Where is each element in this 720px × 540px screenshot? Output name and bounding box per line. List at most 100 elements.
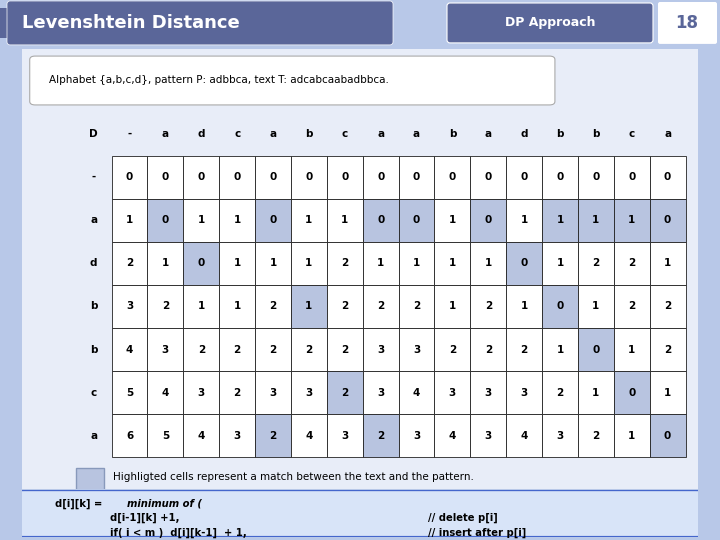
Text: 2: 2 — [233, 345, 240, 355]
Text: a: a — [377, 129, 384, 139]
Text: 0: 0 — [413, 215, 420, 225]
Bar — [506, 285, 542, 328]
Bar — [542, 199, 578, 242]
Text: 1: 1 — [449, 301, 456, 312]
Text: 3: 3 — [162, 345, 169, 355]
Bar — [613, 242, 649, 285]
Text: a: a — [90, 215, 97, 225]
Text: 3: 3 — [485, 388, 492, 398]
Text: 3: 3 — [521, 388, 528, 398]
Text: 3: 3 — [413, 431, 420, 441]
Bar — [613, 371, 649, 414]
Text: 2: 2 — [521, 345, 528, 355]
Text: Levenshtein Distance: Levenshtein Distance — [22, 14, 240, 32]
Bar — [327, 156, 363, 199]
Text: 2: 2 — [341, 345, 348, 355]
Text: a: a — [90, 431, 97, 441]
Bar — [470, 199, 506, 242]
Text: 2: 2 — [269, 345, 276, 355]
Bar — [184, 242, 219, 285]
Text: b: b — [557, 129, 564, 139]
Bar — [219, 199, 255, 242]
Bar — [399, 156, 434, 199]
Bar — [148, 199, 184, 242]
Bar — [184, 199, 219, 242]
Text: 3: 3 — [485, 431, 492, 441]
Bar — [112, 156, 148, 199]
Text: c: c — [629, 129, 635, 139]
Bar — [112, 371, 148, 414]
Bar — [578, 328, 613, 371]
Text: 2: 2 — [377, 301, 384, 312]
Text: 1: 1 — [593, 301, 600, 312]
Bar — [399, 414, 434, 457]
Text: 1: 1 — [485, 258, 492, 268]
Bar — [506, 328, 542, 371]
Bar — [255, 371, 291, 414]
Bar — [219, 242, 255, 285]
Text: 3: 3 — [198, 388, 205, 398]
Text: d[i-1][k] +1,: d[i-1][k] +1, — [109, 512, 179, 523]
Text: 1: 1 — [449, 215, 456, 225]
Bar — [327, 414, 363, 457]
Text: 2: 2 — [593, 258, 600, 268]
Text: b: b — [90, 345, 97, 355]
FancyBboxPatch shape — [7, 1, 393, 45]
FancyBboxPatch shape — [30, 56, 555, 105]
Text: 2: 2 — [557, 388, 564, 398]
Text: 2: 2 — [305, 345, 312, 355]
Text: 0: 0 — [377, 172, 384, 182]
Text: 0: 0 — [628, 388, 635, 398]
FancyBboxPatch shape — [12, 490, 708, 537]
Text: 2: 2 — [377, 431, 384, 441]
Text: 2: 2 — [413, 301, 420, 312]
Text: 5: 5 — [126, 388, 133, 398]
Bar — [649, 199, 685, 242]
Text: Highligted cells represent a match between the text and the pattern.: Highligted cells represent a match betwe… — [113, 472, 474, 482]
Bar — [542, 328, 578, 371]
Bar — [112, 285, 148, 328]
Text: a: a — [664, 129, 671, 139]
Text: 1: 1 — [198, 301, 205, 312]
Text: 2: 2 — [485, 301, 492, 312]
Bar — [399, 285, 434, 328]
Text: 4: 4 — [126, 345, 133, 355]
FancyBboxPatch shape — [15, 44, 705, 493]
Text: 2: 2 — [233, 388, 240, 398]
Bar — [291, 199, 327, 242]
Text: 2: 2 — [485, 345, 492, 355]
Bar — [434, 242, 470, 285]
Bar — [363, 242, 399, 285]
Text: 2: 2 — [593, 431, 600, 441]
Text: 1: 1 — [521, 215, 528, 225]
Bar — [470, 285, 506, 328]
Text: 3: 3 — [233, 431, 240, 441]
Text: 2: 2 — [628, 258, 635, 268]
Bar — [291, 242, 327, 285]
Text: 3: 3 — [305, 388, 312, 398]
Text: 0: 0 — [485, 215, 492, 225]
Text: 2: 2 — [664, 301, 671, 312]
Text: d: d — [197, 129, 205, 139]
Text: 1: 1 — [664, 388, 671, 398]
Bar — [255, 328, 291, 371]
Bar — [327, 328, 363, 371]
Text: 3: 3 — [413, 345, 420, 355]
Text: 1: 1 — [449, 258, 456, 268]
Text: 1: 1 — [341, 215, 348, 225]
Text: 4: 4 — [521, 431, 528, 441]
Bar — [255, 199, 291, 242]
Bar — [219, 414, 255, 457]
Bar — [578, 414, 613, 457]
Text: 1: 1 — [593, 215, 600, 225]
Bar — [112, 242, 148, 285]
Text: 0: 0 — [557, 172, 564, 182]
Bar — [184, 371, 219, 414]
Text: 4: 4 — [305, 431, 312, 441]
Bar — [148, 371, 184, 414]
Text: 2: 2 — [126, 258, 133, 268]
Text: 1: 1 — [305, 301, 312, 312]
Text: 2: 2 — [664, 345, 671, 355]
Text: 1: 1 — [628, 345, 635, 355]
Text: 0: 0 — [664, 431, 671, 441]
